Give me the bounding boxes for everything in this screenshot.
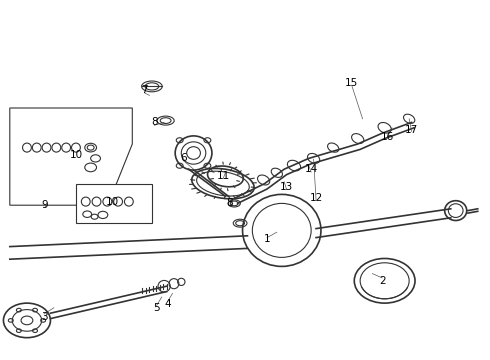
Text: 11: 11 [216,171,230,181]
Polygon shape [76,184,152,223]
Text: 8: 8 [226,198,233,208]
Text: 13: 13 [280,182,294,192]
Text: 8: 8 [151,117,158,127]
Text: 7: 7 [141,85,148,95]
Text: 6: 6 [180,153,187,163]
Text: 3: 3 [41,312,48,322]
Text: 10: 10 [70,150,82,160]
Text: 14: 14 [304,164,318,174]
Text: 2: 2 [379,276,386,286]
Text: 17: 17 [405,125,418,135]
Text: 10: 10 [106,197,119,207]
Text: 1: 1 [264,234,270,244]
Text: 9: 9 [42,200,49,210]
Polygon shape [10,108,132,205]
Text: 12: 12 [309,193,323,203]
Text: 15: 15 [345,78,359,88]
Text: 16: 16 [380,132,394,142]
Text: 4: 4 [164,299,171,309]
Text: 5: 5 [153,303,160,313]
